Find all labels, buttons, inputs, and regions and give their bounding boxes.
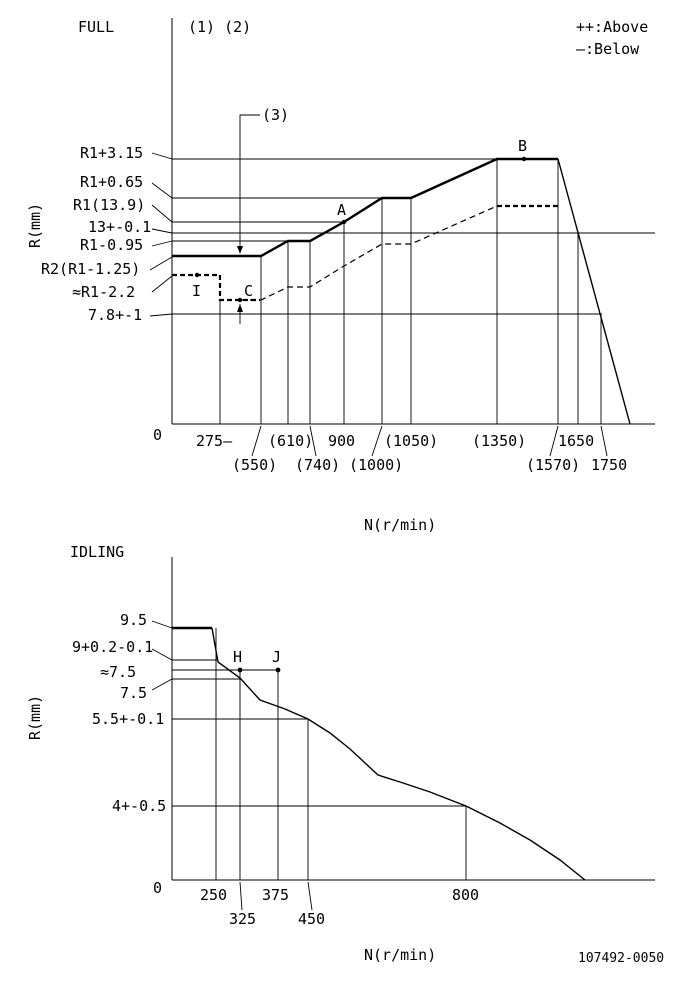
leader-tick [151, 648, 173, 661]
idling-origin: 0 [153, 879, 162, 897]
full-x-label: (1000) [349, 456, 403, 474]
leader-tick [309, 425, 317, 457]
full-lower-dashed-curve [240, 205, 498, 301]
full-y-label: 7.8+-1 [88, 306, 142, 324]
leader-tick [307, 881, 313, 911]
idling-x-label: 450 [298, 910, 325, 928]
full-x-label: 900 [328, 432, 355, 450]
leader-tick [149, 313, 173, 317]
full-origin: 0 [153, 426, 162, 444]
drawing-code: 107492-0050 [578, 951, 664, 966]
leader-tick [149, 256, 173, 271]
legend-above: ++:Above [576, 18, 648, 36]
full-x-label: 1650 [558, 432, 594, 450]
leader-tick [151, 275, 173, 293]
idling-x-label: 325 [229, 910, 256, 928]
full-x-label: (550) [232, 456, 277, 474]
idling-y-label: 7.5 [120, 684, 147, 702]
full-notes: (1) (2) [188, 18, 251, 36]
point-b-marker [521, 156, 527, 162]
idling-title: IDLING [70, 543, 124, 561]
idling-y-label: ≈7.5 [100, 663, 136, 681]
callout-3-leader [239, 114, 260, 246]
leader-tick [151, 182, 173, 199]
full-x-label: (1350) [472, 432, 526, 450]
point-b-label: B [518, 137, 527, 155]
idling-y-label: 9+0.2-0.1 [72, 638, 153, 656]
idling-x-axis-title: N(r/min) [364, 946, 436, 964]
leader-tick [151, 204, 173, 223]
full-y-label: R1+3.15 [80, 144, 143, 162]
idling-curve [211, 627, 586, 881]
leader-tick [151, 152, 173, 160]
point-j-label: J [272, 648, 281, 666]
idling-x-label: 800 [452, 886, 479, 904]
idling-y-label: 5.5+-0.1 [92, 710, 164, 728]
idling-y-label: 4+-0.5 [112, 797, 166, 815]
full-y-label: R1(13.9) [73, 196, 145, 214]
full-y-label: R1+0.65 [80, 173, 143, 191]
point-c-label: C [244, 282, 253, 300]
full-y-label: 13+-0.1 [88, 218, 151, 236]
leader-tick [151, 620, 173, 629]
leader-tick [371, 425, 383, 457]
leader-tick [151, 678, 173, 691]
point-j-marker [275, 667, 281, 673]
full-x-label: 1750 [591, 456, 627, 474]
full-x-axis-title: N(r/min) [364, 516, 436, 534]
idling-x-label: 375 [262, 886, 289, 904]
point-h-label: H [233, 648, 242, 666]
legend-below: —:Below [576, 40, 640, 58]
leader-tick [151, 228, 173, 234]
idling-x-label: 250 [200, 886, 227, 904]
full-x-label: (610) [268, 432, 313, 450]
idling-y-label: 9.5 [120, 611, 147, 629]
leader-tick [549, 425, 559, 457]
idling-y-axis-title: R(mm) [26, 695, 44, 740]
point-c-marker [237, 297, 243, 303]
full-x-label: (1570) [526, 456, 580, 474]
leader-tick [600, 425, 608, 457]
leader-tick [239, 881, 243, 911]
point-h-marker [237, 667, 243, 673]
full-y-label: R1-0.95 [80, 236, 143, 254]
leader-tick [251, 425, 262, 457]
point-i-label: I [192, 282, 201, 300]
full-cutoff-line [557, 158, 631, 425]
point-a-marker [341, 219, 347, 225]
callout-3-label: (3) [262, 106, 289, 124]
callout-3-arrow-head [237, 246, 243, 254]
leader-tick [151, 240, 173, 247]
c-arrow-head [237, 304, 243, 312]
full-title: FULL [78, 18, 114, 36]
full-y-label: R2(R1-1.25) [41, 260, 140, 278]
full-y-label: ≈R1-2.2 [72, 283, 135, 301]
full-x-label: 275— [196, 432, 233, 450]
full-x-label: (740) [295, 456, 340, 474]
full-x-label: (1050) [384, 432, 438, 450]
full-y-axis-title: R(mm) [26, 203, 44, 248]
point-i-marker [194, 272, 200, 278]
point-a-label: A [337, 201, 346, 219]
